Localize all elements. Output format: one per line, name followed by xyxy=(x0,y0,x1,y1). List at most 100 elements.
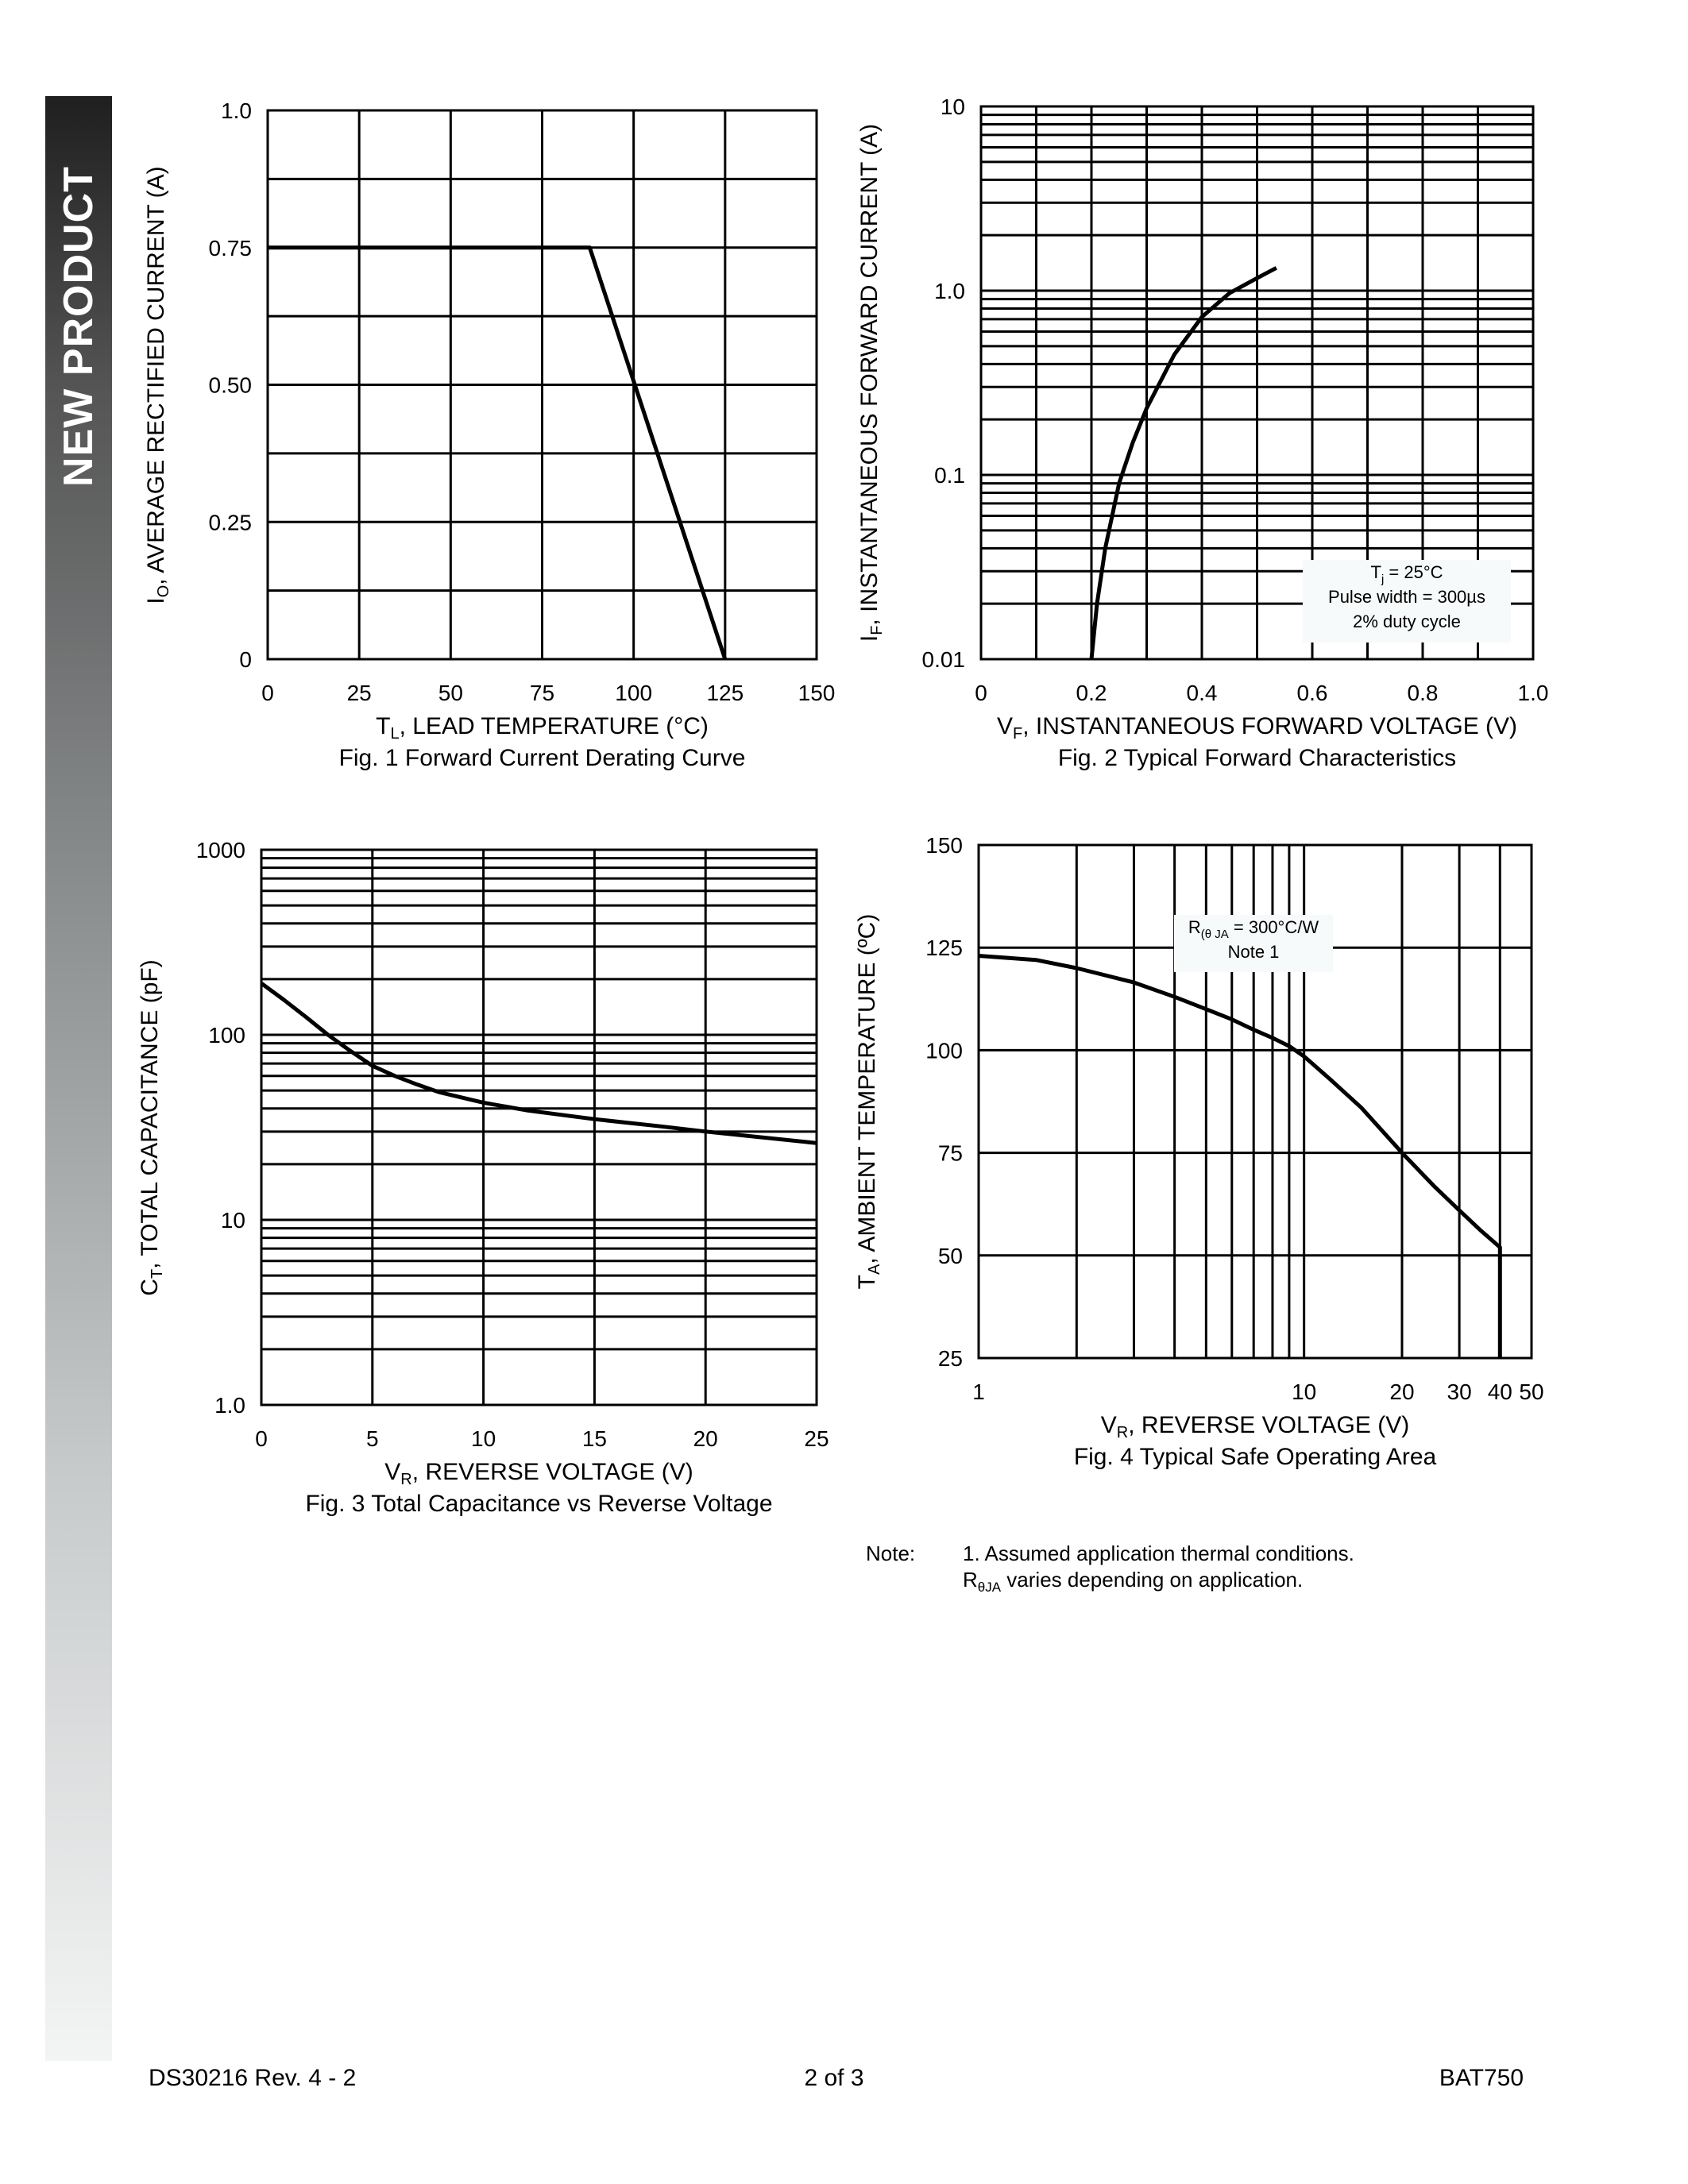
annotation-line-1: Tj = 25°C xyxy=(1303,560,1511,585)
data-series-line xyxy=(268,245,728,660)
y-tick-label: 100 xyxy=(208,1023,245,1048)
y-tick-label: 75 xyxy=(938,1141,963,1166)
x-axis-title-sub: R xyxy=(400,1471,412,1488)
x-tick-label: 1 xyxy=(972,1379,985,1404)
x-tick-label: 10 xyxy=(1292,1379,1316,1404)
figure-caption: Fig. 1 Forward Current Derating Curve xyxy=(338,745,746,771)
x-tick-label: 20 xyxy=(1389,1379,1414,1404)
annotation-line3: 2% duty cycle xyxy=(1353,612,1461,631)
x-axis-title-sub: F xyxy=(1012,725,1023,743)
figure-caption: Fig. 2 Typical Forward Characteristics xyxy=(1057,745,1457,771)
x-axis-title-rest: , REVERSE VOLTAGE (V) xyxy=(1128,1412,1410,1438)
x-axis-title-main: V xyxy=(1100,1412,1117,1438)
x-axis-title-main: T xyxy=(376,713,391,739)
plot-frame xyxy=(260,848,818,1406)
x-tick-label: 0.8 xyxy=(1408,681,1439,705)
annotation-sub: j xyxy=(1381,573,1385,586)
annotation-rest: = 300°C/W xyxy=(1228,917,1319,937)
y-tick-label: 50 xyxy=(938,1244,963,1268)
x-tick-label: 50 xyxy=(438,681,463,705)
annotation-line-1: R(θ JA = 300°C/W xyxy=(1174,915,1333,940)
x-tick-label: 0 xyxy=(261,681,274,705)
plot-frame xyxy=(977,843,1533,1360)
x-axis-title-sub: L xyxy=(390,725,400,743)
x-axis-title-main: V xyxy=(996,713,1013,739)
x-axis-title-sub: R xyxy=(1116,1424,1129,1441)
y-tick-label: 1.0 xyxy=(221,98,252,123)
y-axis-title: TA, AMBIENT TEMPERATURE (ºC) xyxy=(854,913,883,1290)
y-tick-label: 0 xyxy=(239,647,252,672)
x-tick-label: 100 xyxy=(615,681,652,705)
y-axis-title-main: T xyxy=(854,1275,880,1290)
x-axis-title-main: V xyxy=(384,1459,401,1485)
note-prefix: Note: xyxy=(866,1542,916,1565)
y-tick-label: 25 xyxy=(938,1346,963,1371)
x-tick-label: 20 xyxy=(693,1426,718,1451)
x-tick-label: 40 xyxy=(1488,1379,1512,1404)
y-tick-label: 0.75 xyxy=(209,236,253,260)
x-tick-label: 0 xyxy=(975,681,987,705)
figure-caption: Fig. 3 Total Capacitance vs Reverse Volt… xyxy=(305,1491,773,1517)
x-tick-label: 30 xyxy=(1447,1379,1472,1404)
footer-doc-id: DS30216 Rev. 4 - 2 xyxy=(149,2065,357,2091)
x-tick-label: 0.6 xyxy=(1297,681,1328,705)
x-axis-title: TL, LEAD TEMPERATURE (°C) xyxy=(376,713,709,743)
x-axis-title-rest: , REVERSE VOLTAGE (V) xyxy=(411,1459,693,1485)
new-product-banner: NEW PRODUCT xyxy=(45,96,112,2061)
chart-annotation: Tj = 25°C Pulse width = 300µs 2% duty cycl… xyxy=(1303,560,1511,642)
note-line-1: 1. Assumed application thermal condition… xyxy=(963,1542,1354,1565)
y-tick-label: 0.25 xyxy=(209,510,253,534)
x-tick-label: 5 xyxy=(366,1426,379,1451)
figure-caption: Fig. 4 Typical Safe Operating Area xyxy=(1073,1444,1437,1470)
annotation-main: R xyxy=(1188,917,1201,937)
y-axis-title-sub: A xyxy=(866,1264,883,1275)
y-tick-label: 100 xyxy=(925,1038,963,1063)
chart-annotation: R(θ JA = 300°C/W Note 1 xyxy=(1174,915,1333,972)
y-tick-label: 150 xyxy=(925,833,963,858)
y-axis-title-rest: , AMBIENT TEMPERATURE (ºC) xyxy=(854,913,880,1264)
note-subscript: θJA xyxy=(977,1580,1002,1595)
note-line-2: RθJA varies depending on application. xyxy=(963,1567,1304,1595)
data-series-line xyxy=(260,982,817,1145)
plot-frame xyxy=(979,105,1535,661)
y-tick-label: 125 xyxy=(925,936,963,960)
note-symbol: R xyxy=(963,1568,978,1592)
x-tick-label: 25 xyxy=(347,681,372,705)
footer-part-number: BAT750 xyxy=(1439,2065,1524,2091)
x-tick-label: 75 xyxy=(530,681,554,705)
plot-frame xyxy=(266,109,818,661)
annotation-rest: = 25°C xyxy=(1384,562,1443,582)
data-series-line xyxy=(978,954,1502,1358)
y-tick-label: 10 xyxy=(941,95,965,119)
x-axis-title: VF, INSTANTANEOUS FORWARD VOLTAGE (V) xyxy=(996,713,1518,743)
x-tick-label: 0.4 xyxy=(1187,681,1218,705)
x-tick-label: 25 xyxy=(804,1426,829,1451)
annotation-line2: Note 1 xyxy=(1227,942,1280,962)
x-axis-title: VR, REVERSE VOLTAGE (V) xyxy=(384,1459,693,1488)
x-tick-label: 10 xyxy=(471,1426,496,1451)
x-axis-title-rest: , INSTANTANEOUS FORWARD VOLTAGE (V) xyxy=(1022,713,1518,739)
x-tick-label: 150 xyxy=(798,681,836,705)
x-tick-label: 0.2 xyxy=(1076,681,1107,705)
y-tick-label: 0.1 xyxy=(934,463,965,488)
data-series-line xyxy=(1089,266,1277,660)
x-axis-title: VR, REVERSE VOLTAGE (V) xyxy=(1100,1412,1410,1441)
annotation-sub: (θ JA xyxy=(1200,928,1229,941)
y-tick-label: 1.0 xyxy=(934,279,965,303)
x-tick-label: 15 xyxy=(582,1426,607,1451)
x-tick-label: 1.0 xyxy=(1518,681,1549,705)
y-tick-label: 10 xyxy=(221,1208,245,1233)
y-tick-label: 0.50 xyxy=(209,373,253,398)
footer-page-number: 2 of 3 xyxy=(804,2065,864,2091)
x-tick-label: 0 xyxy=(255,1426,268,1451)
y-tick-label: 1.0 xyxy=(214,1393,245,1418)
y-tick-label: 0.01 xyxy=(922,647,966,672)
note-text: varies depending on application. xyxy=(1001,1568,1304,1592)
y-tick-label: 1000 xyxy=(196,838,245,862)
annotation-line2: Pulse width = 300µs xyxy=(1328,587,1485,607)
x-tick-label: 125 xyxy=(706,681,744,705)
